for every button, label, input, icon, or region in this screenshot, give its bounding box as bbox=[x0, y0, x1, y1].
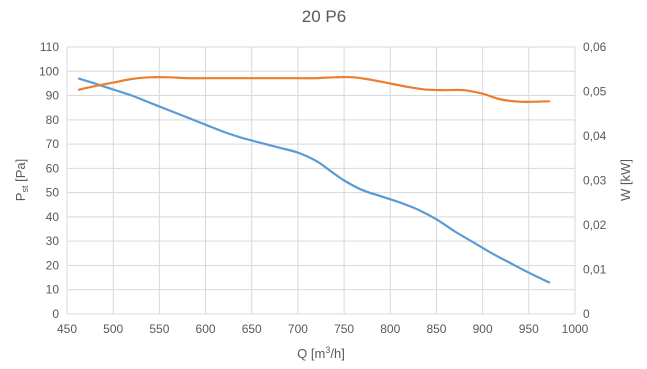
y-left-tick-label: 20 bbox=[46, 258, 60, 272]
x-tick-label: 600 bbox=[196, 322, 216, 336]
y-left-tick-label: 40 bbox=[46, 210, 60, 224]
chart-title: 20 P6 bbox=[302, 7, 346, 26]
x-tick-label: 700 bbox=[288, 322, 308, 336]
y-left-tick-label: 60 bbox=[46, 161, 60, 175]
x-tick-label: 900 bbox=[473, 322, 493, 336]
gridlines bbox=[66, 46, 576, 315]
left-y-axis-label: Pst [Pa] bbox=[13, 159, 30, 201]
y-left-tick-label: 100 bbox=[39, 64, 59, 78]
series-line-pressure bbox=[77, 77, 551, 284]
right-y-axis-label: W [kW] bbox=[618, 159, 633, 201]
y-right-tick-label: 0 bbox=[583, 307, 590, 321]
y-left-tick-label: 30 bbox=[46, 234, 60, 248]
y-right-tick-label: 0,05 bbox=[583, 85, 607, 99]
x-tick-label: 550 bbox=[149, 322, 169, 336]
x-tick-label: 950 bbox=[519, 322, 539, 336]
y-right-tick-label: 0,06 bbox=[583, 40, 607, 54]
x-tick-label: 500 bbox=[103, 322, 123, 336]
x-axis-ticks: 450 500 550 600 650 700 750 800 850 900 950 1000 bbox=[57, 322, 589, 336]
y-right-tick-label: 0,04 bbox=[583, 129, 607, 143]
y-right-tick-label: 0,03 bbox=[583, 174, 607, 188]
x-tick-label: 750 bbox=[334, 322, 354, 336]
series-line-power bbox=[77, 75, 551, 104]
x-tick-label: 450 bbox=[57, 322, 77, 336]
series-lines bbox=[77, 75, 551, 284]
right-y-axis-ticks: 0 0,01 0,02 0,03 0,04 0,05 0,06 bbox=[583, 40, 607, 321]
y-left-tick-label: 80 bbox=[46, 113, 60, 127]
y-right-tick-label: 0,02 bbox=[583, 218, 607, 232]
x-axis-label: Q [m3/h] bbox=[297, 345, 345, 361]
y-left-tick-label: 110 bbox=[40, 40, 59, 54]
y-left-tick-label: 10 bbox=[46, 283, 60, 297]
x-tick-label: 800 bbox=[380, 322, 400, 336]
y-left-tick-label: 70 bbox=[46, 137, 60, 151]
y-right-tick-label: 0,01 bbox=[583, 263, 607, 277]
y-left-tick-label: 0 bbox=[52, 307, 59, 321]
left-y-axis-ticks: 0 10 20 30 40 50 60 70 80 90 100 110 bbox=[39, 40, 59, 321]
y-left-tick-label: 90 bbox=[46, 89, 60, 103]
x-tick-label: 1000 bbox=[562, 322, 589, 336]
x-tick-label: 850 bbox=[426, 322, 446, 336]
x-tick-label: 650 bbox=[242, 322, 262, 336]
y-left-tick-label: 50 bbox=[46, 186, 60, 200]
